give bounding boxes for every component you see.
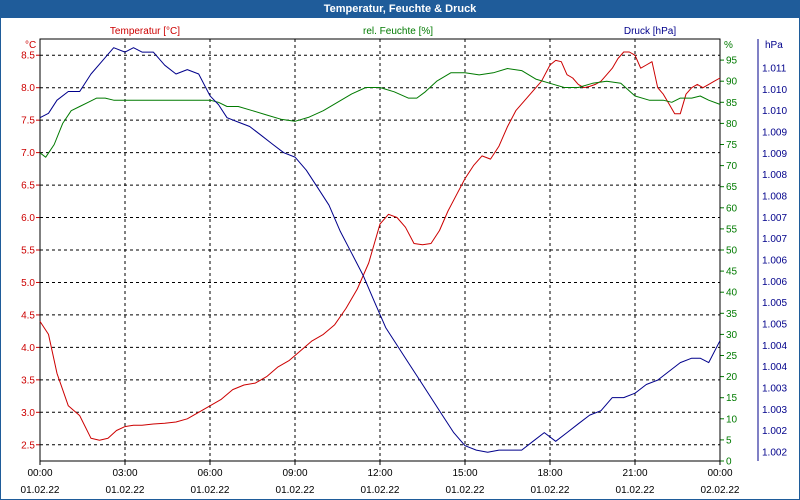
x-tick-date: 01.02.22 <box>531 485 570 496</box>
humidity-tick-label: 75 <box>726 140 738 151</box>
humidity-tick-label: 10 <box>726 414 738 425</box>
temperature-tick-label: 3.5 <box>21 375 35 386</box>
x-tick-date: 01.02.22 <box>191 485 230 496</box>
humidity-tick-label: 0 <box>726 457 732 468</box>
pressure-tick-label: 1.004 <box>762 362 787 373</box>
x-tick-time: 18:00 <box>537 468 562 479</box>
plot-area <box>39 38 721 462</box>
humidity-tick-label: 85 <box>726 98 738 109</box>
x-tick-time: 15:00 <box>452 468 477 479</box>
x-tick-date: 01.02.22 <box>616 485 655 496</box>
series-line-temperature <box>39 51 721 441</box>
pressure-tick-label: 1.003 <box>762 405 787 416</box>
pressure-tick-label: 1.009 <box>762 149 787 160</box>
humidity-tick-label: 5 <box>726 435 732 446</box>
tick-labels: 00:00 01.02.22 03:00 01.02.22 06:00 01.02.22 0… <box>21 51 788 496</box>
chart-title: Temperatur, Feuchte & Druck <box>0 0 800 18</box>
temperature-tick-label: 8.5 <box>21 51 35 62</box>
series-layer <box>39 47 721 453</box>
pressure-axis-label: Druck [hPa] <box>624 26 676 37</box>
series-line-pressure <box>39 47 721 453</box>
pressure-tick-label: 1.002 <box>762 426 787 437</box>
pressure-tick-label: 1.005 <box>762 320 787 331</box>
pressure-tick-label: 1.002 <box>762 448 787 459</box>
humidity-tick-label: 40 <box>726 288 738 299</box>
temperature-tick-label: 6.0 <box>21 213 35 224</box>
pressure-tick-label: 1.009 <box>762 128 787 139</box>
x-tick-time: 21:00 <box>622 468 647 479</box>
temperature-tick-label: 6.5 <box>21 181 35 192</box>
temperature-axis-label: Temperatur [°C] <box>110 26 180 37</box>
humidity-tick-label: 95 <box>726 56 738 67</box>
x-tick-time: 00:00 <box>707 468 732 479</box>
pressure-tick-label: 1.003 <box>762 384 787 395</box>
pressure-tick-label: 1.008 <box>762 192 787 203</box>
pressure-tick-label: 1.010 <box>762 106 787 117</box>
humidity-tick-label: 70 <box>726 161 738 172</box>
humidity-tick-label: 35 <box>726 309 738 320</box>
pressure-tick-label: 1.005 <box>762 298 787 309</box>
pressure-tick-label: 1.006 <box>762 256 787 267</box>
pressure-tick-label: 1.010 <box>762 85 787 96</box>
humidity-tick-label: 20 <box>726 372 738 383</box>
x-tick-date: 01.02.22 <box>446 485 485 496</box>
temperature-tick-label: 5.5 <box>21 246 35 257</box>
temperature-tick-label: 3.0 <box>21 408 35 419</box>
x-tick-date: 01.02.22 <box>361 485 400 496</box>
temperature-tick-label: 2.5 <box>21 440 35 451</box>
pressure-tick-label: 1.007 <box>762 213 787 224</box>
pressure-tick-label: 1.004 <box>762 341 787 352</box>
x-tick-date: 02.02.22 <box>701 485 740 496</box>
pressure-tick-label: 1.011 <box>762 64 787 75</box>
x-tick-date: 01.02.22 <box>21 485 60 496</box>
series-line-humidity <box>39 68 721 158</box>
x-tick-time: 12:00 <box>367 468 392 479</box>
humidity-tick-label: 80 <box>726 119 738 130</box>
pressure-unit: hPa <box>765 40 783 51</box>
pressure-tick-label: 1.007 <box>762 234 787 245</box>
humidity-tick-label: 45 <box>726 267 738 278</box>
temperature-unit: °C <box>25 40 36 51</box>
temperature-tick-label: 7.0 <box>21 148 35 159</box>
x-tick-time: 00:00 <box>27 468 52 479</box>
pressure-tick-label: 1.006 <box>762 277 787 288</box>
humidity-tick-label: 55 <box>726 224 738 235</box>
humidity-unit: % <box>724 40 733 51</box>
humidity-tick-label: 50 <box>726 246 738 257</box>
x-tick-time: 06:00 <box>197 468 222 479</box>
x-tick-date: 01.02.22 <box>276 485 315 496</box>
temperature-tick-label: 8.0 <box>21 83 35 94</box>
humidity-tick-label: 90 <box>726 77 738 88</box>
humidity-tick-label: 15 <box>726 393 738 404</box>
grid-lines <box>36 39 759 465</box>
humidity-tick-label: 60 <box>726 203 738 214</box>
x-tick-time: 09:00 <box>282 468 307 479</box>
humidity-tick-label: 25 <box>726 351 738 362</box>
pressure-tick-label: 1.008 <box>762 170 787 181</box>
temperature-tick-label: 5.0 <box>21 278 35 289</box>
temperature-tick-label: 4.5 <box>21 310 35 321</box>
temperature-tick-label: 4.0 <box>21 343 35 354</box>
humidity-tick-label: 65 <box>726 182 738 193</box>
temperature-tick-label: 7.5 <box>21 116 35 127</box>
humidity-tick-label: 30 <box>726 330 738 341</box>
humidity-axis-label: rel. Feuchte [%] <box>363 26 433 37</box>
x-tick-date: 01.02.22 <box>106 485 145 496</box>
x-tick-time: 03:00 <box>112 468 137 479</box>
